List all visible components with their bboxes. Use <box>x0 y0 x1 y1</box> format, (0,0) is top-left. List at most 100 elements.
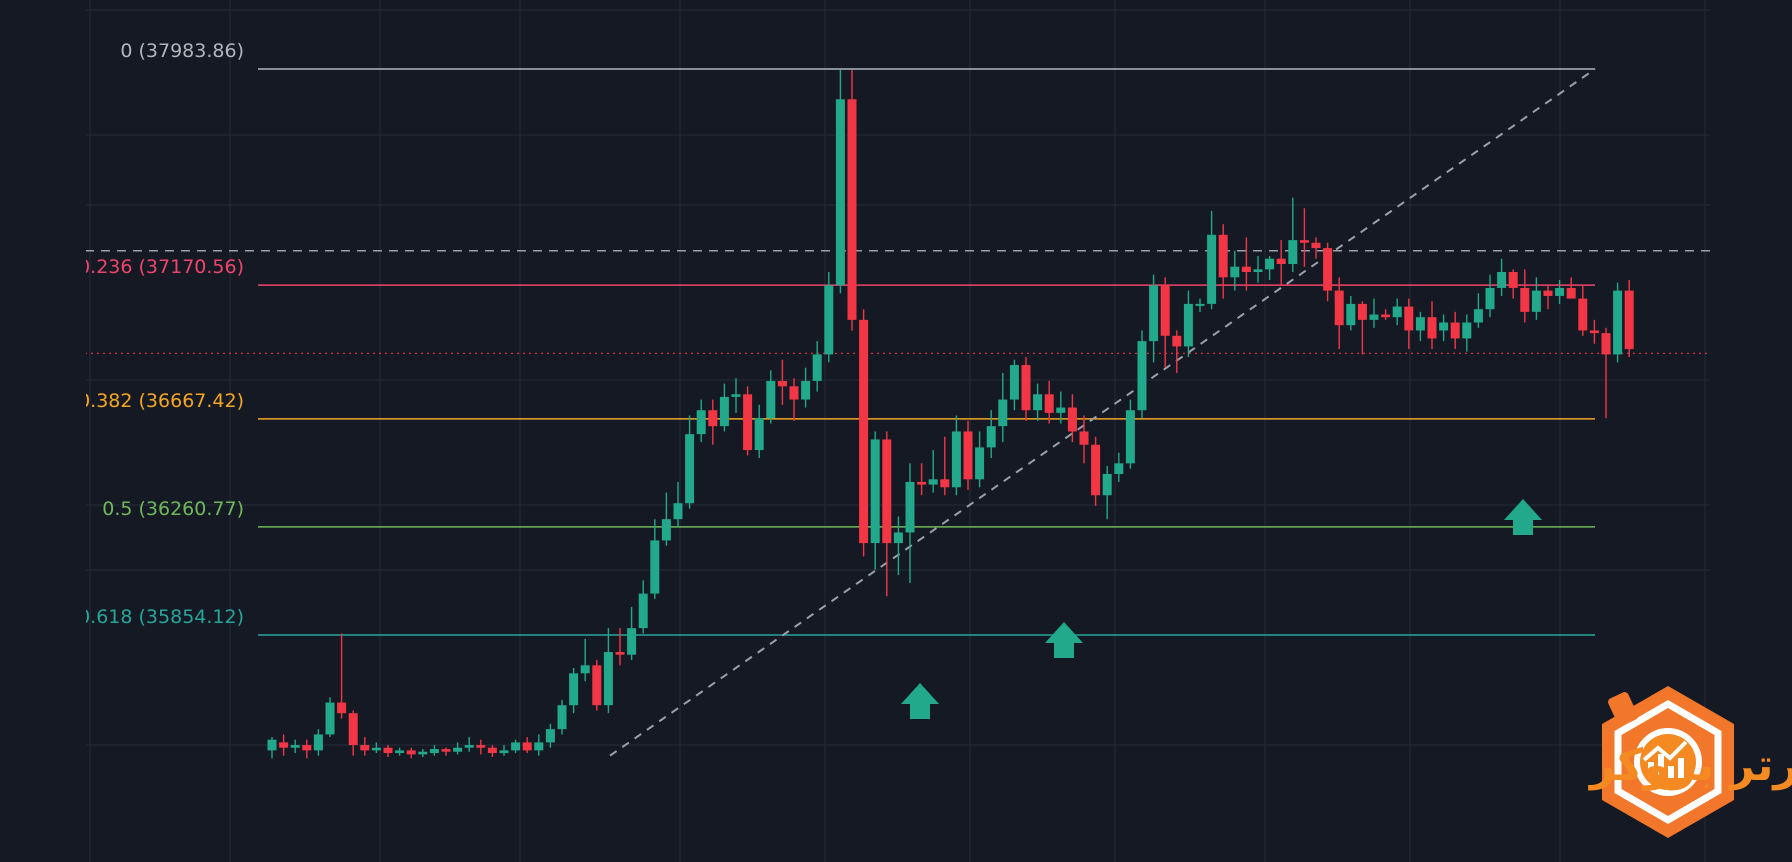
candle-body <box>1381 314 1391 318</box>
candle-body <box>487 747 497 754</box>
candle-body <box>731 394 741 397</box>
candle-body <box>1578 298 1588 331</box>
candle-body <box>592 665 602 706</box>
candle-body <box>522 742 532 751</box>
candle-body <box>801 380 811 400</box>
logo-bar-icon <box>1668 766 1674 778</box>
candle-body <box>1160 285 1170 336</box>
candle-body <box>464 745 474 748</box>
candle-body <box>893 532 903 544</box>
candle-body <box>1299 240 1309 243</box>
candle-body <box>511 742 521 751</box>
candle-body <box>406 750 416 755</box>
candle-body <box>812 354 822 381</box>
candle-body <box>870 439 880 544</box>
up-arrow-icon <box>1504 499 1542 535</box>
candle-body <box>1241 266 1251 273</box>
candle-body <box>1044 394 1054 413</box>
candle-body <box>696 410 706 435</box>
candle-body <box>1079 431 1089 445</box>
candle-body <box>1091 444 1101 496</box>
candle-body <box>1056 407 1066 413</box>
candle-body <box>1601 333 1611 355</box>
candle-body <box>1543 290 1553 296</box>
candle-body <box>1137 341 1147 411</box>
chart-grid <box>85 0 1710 862</box>
candle-body <box>453 747 463 752</box>
candle-body <box>917 481 927 485</box>
signal-arrows <box>901 499 1542 719</box>
candle-body <box>847 99 857 320</box>
candle-body <box>1172 335 1182 347</box>
candle-body <box>1369 314 1379 320</box>
candle-body <box>325 702 335 735</box>
candle-body <box>371 747 381 751</box>
candle-body <box>557 705 567 730</box>
trend-line <box>609 68 1596 757</box>
logo-bar-icon <box>1648 762 1654 778</box>
candle-body <box>1067 407 1077 432</box>
candle-body <box>928 479 938 485</box>
candle-body <box>1415 317 1425 331</box>
candle-body <box>313 734 323 751</box>
candle-body <box>1392 306 1402 318</box>
candle-body <box>743 394 753 451</box>
candle-body <box>395 750 405 754</box>
candle-body <box>1195 303 1205 306</box>
candle-body <box>1033 394 1043 411</box>
candle-body <box>1624 290 1634 350</box>
candle-body <box>1450 322 1460 339</box>
candle-body <box>627 628 637 655</box>
candles <box>267 70 1634 759</box>
candle-body <box>940 479 950 488</box>
candle-body <box>1485 287 1495 310</box>
candle-body <box>685 434 695 504</box>
candle-body <box>963 431 973 480</box>
candle-body <box>673 503 683 520</box>
candle-body <box>1555 287 1565 296</box>
candle-body <box>1357 303 1367 320</box>
candle-body <box>1265 258 1275 270</box>
candle-body <box>1497 272 1507 288</box>
candle-body <box>986 426 996 448</box>
candle-body <box>569 673 579 706</box>
candle-body <box>360 745 370 751</box>
candle-body <box>580 665 590 674</box>
candle-body <box>882 439 892 544</box>
fib-levels <box>85 68 1710 636</box>
candle-body <box>777 380 787 387</box>
candle-body <box>789 386 799 400</box>
trend-line-layer <box>609 68 1596 757</box>
candle-body <box>1021 365 1031 411</box>
up-arrow-icon <box>1045 622 1083 658</box>
candle-body <box>441 749 451 752</box>
candle-body <box>1439 322 1449 331</box>
candle-body <box>1009 365 1019 400</box>
logo-bar-icon <box>1678 758 1684 778</box>
candle-body <box>1207 234 1217 304</box>
candle-body <box>1427 317 1437 339</box>
candle-body <box>1218 234 1228 278</box>
candle-body <box>1566 287 1576 299</box>
candle-body <box>267 739 277 751</box>
candle-body <box>1473 309 1483 323</box>
candle-body <box>1589 330 1599 334</box>
fib-label: 0.618 (35854.12) <box>78 606 244 628</box>
fib-label: 0.236 (37170.56) <box>78 256 244 278</box>
logo-arrow-icon <box>1642 740 1688 762</box>
candle-body <box>290 745 300 748</box>
candle-body <box>499 750 509 754</box>
candle-body <box>1323 248 1333 291</box>
candle-body <box>534 742 544 751</box>
candle-body <box>650 540 660 594</box>
logo-hexagon-inner-icon <box>1614 699 1722 825</box>
candle-body <box>824 285 834 355</box>
candle-body <box>1520 287 1530 312</box>
candle-body <box>1508 272 1518 288</box>
candle-body <box>429 749 439 754</box>
brand-logo <box>1602 686 1734 838</box>
candle-body <box>1253 269 1263 273</box>
fib-label: 0.382 (36667.42) <box>78 390 244 412</box>
